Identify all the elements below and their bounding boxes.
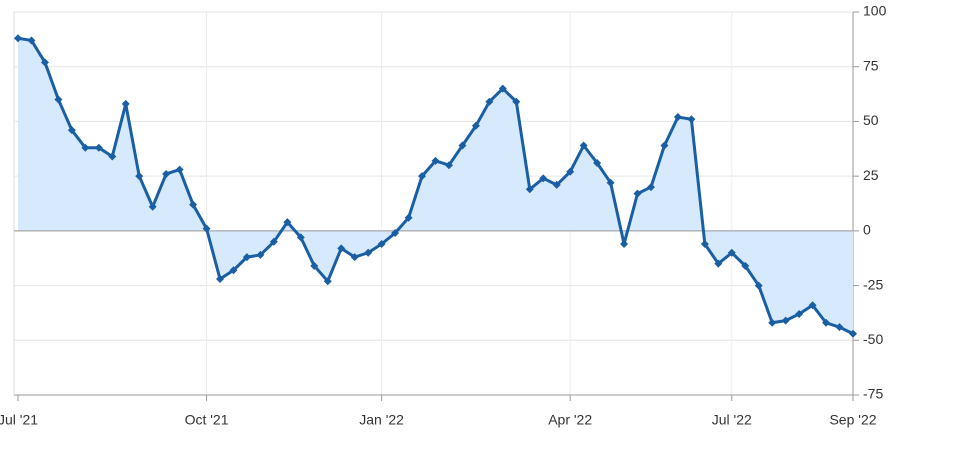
marker [444,161,453,170]
marker [539,174,548,183]
marker [606,178,615,187]
marker [108,152,117,161]
marker [552,180,561,189]
x-tick-label: Jan '22 [359,412,404,428]
marker [350,253,359,262]
y-tick-label: 100 [863,3,887,19]
marker [660,141,669,150]
marker [377,239,386,248]
marker [67,126,76,135]
marker [754,281,763,290]
y-tick-label: 0 [863,222,871,238]
marker [835,323,844,332]
marker [323,277,332,286]
marker [822,318,831,327]
marker [768,318,777,327]
marker [498,84,507,93]
x-tick-label: Apr '22 [548,412,592,428]
area [18,38,853,334]
marker [512,97,521,106]
x-tick-label: Jul '21 [0,412,38,428]
marker [795,310,804,319]
marker [646,183,655,192]
marker [14,34,22,43]
y-tick-label: -50 [863,331,883,347]
marker [620,239,629,248]
marker [808,301,817,310]
marker [687,115,696,124]
marker [148,202,157,211]
marker [525,185,534,194]
marker [242,253,251,262]
marker [81,143,90,152]
marker [121,99,130,108]
marker [404,213,413,222]
marker [296,233,305,242]
marker [700,239,709,248]
marker [485,97,494,106]
marker [714,259,723,268]
marker [229,266,238,275]
x-tick-label: Oct '21 [185,412,229,428]
x-tick-label: Jul '22 [712,412,752,428]
marker [175,165,184,174]
marker [189,200,198,209]
marker [202,224,211,233]
y-tick-label: 50 [863,112,879,128]
marker [310,261,319,270]
marker [458,141,467,150]
marker [579,141,588,150]
marker [471,121,480,130]
marker [418,172,427,181]
marker [633,189,642,198]
marker [269,237,278,246]
marker [94,143,103,152]
marker [256,250,265,259]
marker [673,113,682,122]
marker [162,169,171,178]
x-tick-label: Sep '22 [829,412,876,428]
marker [431,156,440,165]
y-tick-label: -75 [863,386,883,402]
marker [391,229,400,238]
marker [283,218,292,227]
marker [364,248,373,257]
marker [135,172,144,181]
marker [781,316,790,325]
y-tick-label: 25 [863,167,879,183]
marker [27,36,36,45]
marker [566,167,575,176]
marker [337,244,346,253]
marker [727,248,736,257]
marker [216,275,225,284]
marker [54,95,63,104]
marker [741,261,750,270]
marker [40,58,49,67]
marker [849,329,857,338]
marker [593,159,602,168]
y-tick-label: -25 [863,276,883,292]
y-tick-label: 75 [863,57,879,73]
